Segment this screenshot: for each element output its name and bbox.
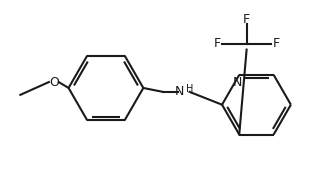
Text: F: F bbox=[243, 13, 250, 26]
Text: F: F bbox=[273, 37, 280, 50]
Text: N: N bbox=[174, 85, 184, 98]
Text: H: H bbox=[185, 84, 193, 94]
Text: O: O bbox=[49, 76, 59, 89]
Text: F: F bbox=[214, 37, 221, 50]
Text: N: N bbox=[232, 76, 242, 89]
